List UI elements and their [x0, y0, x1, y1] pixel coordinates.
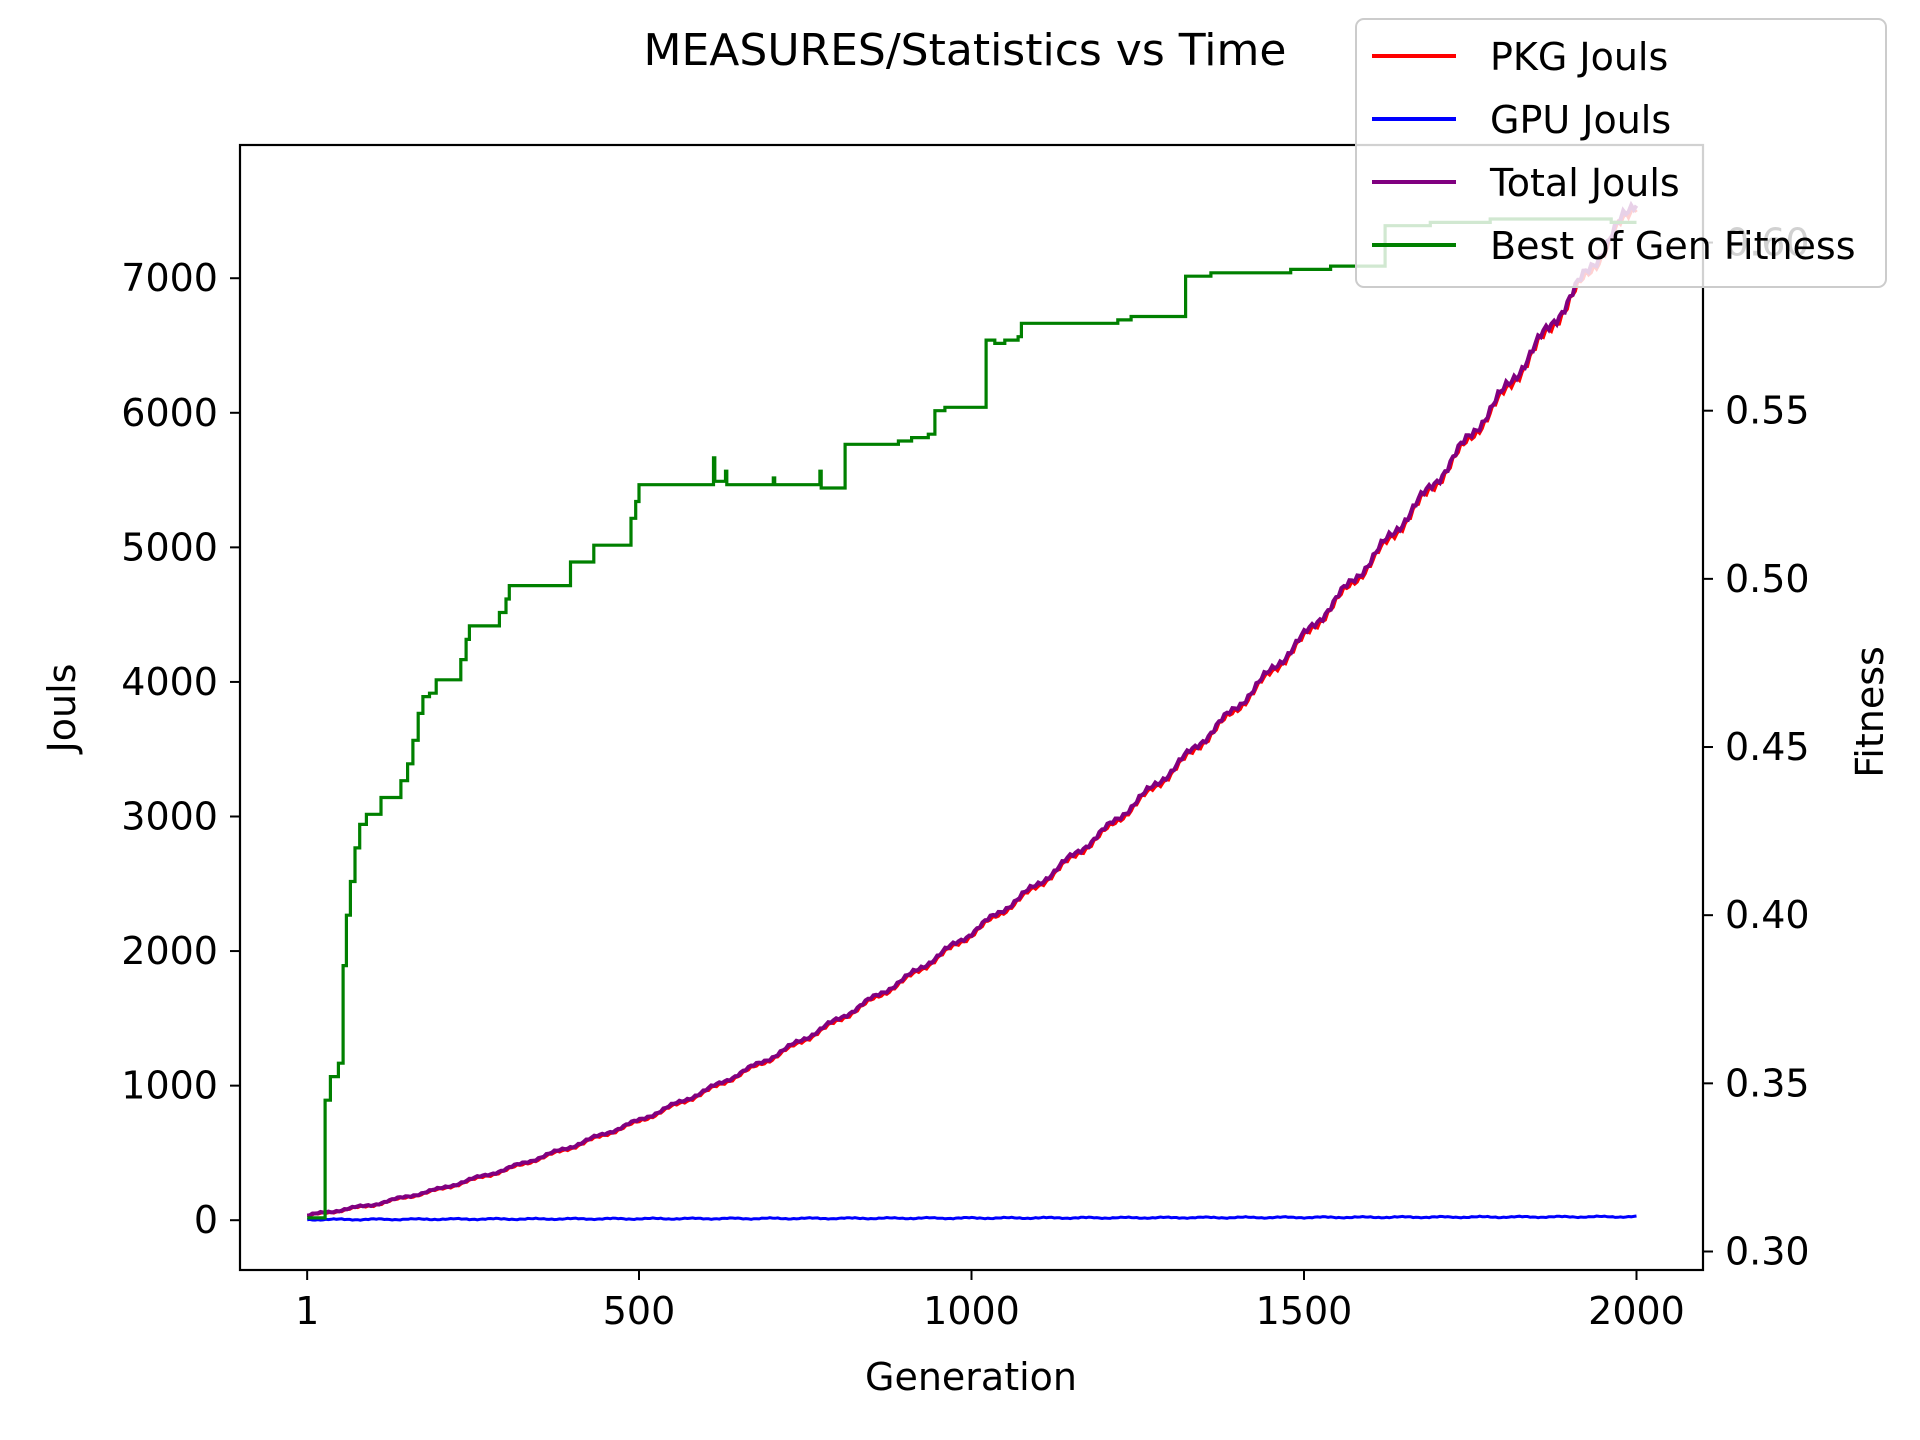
series-line-gpu	[307, 1214, 1637, 1222]
legend-label: PKG Jouls	[1490, 35, 1668, 79]
y-left-tick-label: 4000	[121, 660, 218, 704]
x-tick-label: 1	[295, 1289, 319, 1333]
series-line-total	[306, 200, 1639, 1218]
y-left-tick-label: 0	[194, 1198, 218, 1242]
y-right-tick-label: 0.40	[1725, 893, 1810, 937]
y-left-tick-label: 2000	[121, 929, 218, 973]
x-tick-label: 1500	[1256, 1289, 1353, 1333]
legend-label: Total Jouls	[1489, 161, 1680, 205]
y-left-tick-label: 6000	[121, 391, 218, 435]
y-left-tick-label: 7000	[121, 256, 218, 300]
legend-label: Best of Gen Fitness	[1490, 224, 1856, 268]
y-right-axis-label: Fitness	[1848, 646, 1892, 778]
y-right-tick-label: 0.55	[1725, 389, 1810, 433]
legend-box	[1355, 18, 1887, 288]
x-tick-label: 1000	[923, 1289, 1020, 1333]
y-right-tick-label: 0.35	[1725, 1061, 1810, 1105]
y-right-tick-label: 0.30	[1725, 1230, 1810, 1274]
legend-label: GPU Jouls	[1490, 98, 1671, 142]
y-left-tick-label: 3000	[121, 795, 218, 839]
x-tick-label: 2000	[1588, 1289, 1685, 1333]
series-line-fitness	[307, 217, 1637, 1220]
y-left-tick-label: 5000	[121, 525, 218, 569]
chart-title: MEASURES/Statistics vs Time	[644, 25, 1287, 76]
x-axis-ticks: 1 500 1000 1500 2000	[295, 1270, 1685, 1333]
y-left-axis-label: Jouls	[40, 664, 84, 755]
series-layer	[306, 200, 1639, 1222]
legend: PKG Jouls GPU Jouls Total Jouls Best of Gen…	[1355, 18, 1887, 288]
y-right-tick-label: 0.50	[1725, 557, 1810, 601]
y-left-tick-label: 1000	[121, 1064, 218, 1108]
y-right-tick-label: 0.45	[1725, 725, 1810, 769]
x-tick-label: 500	[603, 1289, 676, 1333]
y-left-axis-ticks: 0 1000 2000 3000 4000 5000 6000 7000	[121, 256, 240, 1242]
x-axis-label: Generation	[865, 1355, 1077, 1399]
